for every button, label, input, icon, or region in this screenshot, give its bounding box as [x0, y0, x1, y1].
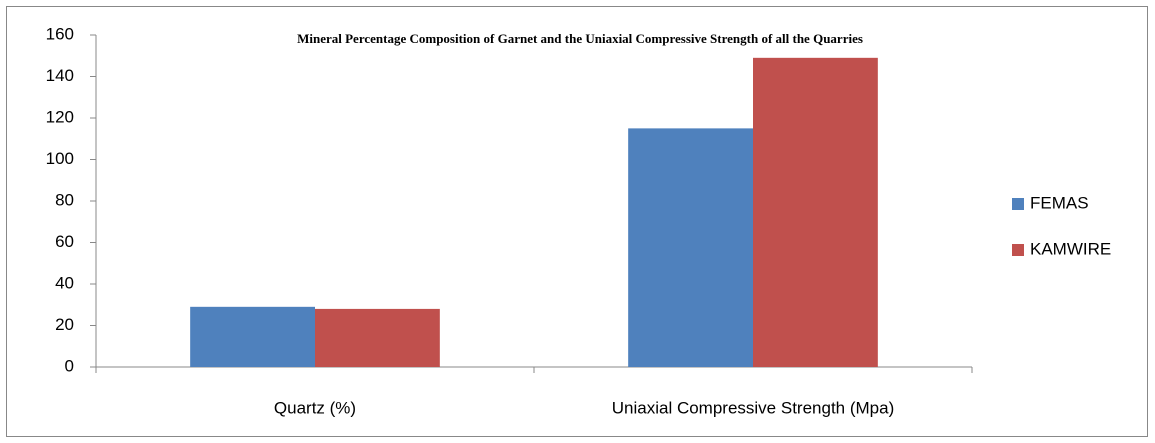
y-tick-label: 140 [46, 66, 74, 85]
legend-swatch [1012, 198, 1024, 210]
x-tick-label: Quartz (%) [274, 398, 356, 417]
bar [753, 57, 878, 367]
y-tick-label: 60 [55, 232, 74, 251]
bar [190, 306, 315, 367]
chart-title: Mineral Percentage Composition of Garnet… [297, 31, 863, 46]
legend-label: FEMAS [1030, 193, 1089, 212]
y-tick-label: 100 [46, 149, 74, 168]
x-tick-label: Uniaxial Compressive Strength (Mpa) [612, 398, 895, 417]
legend-label: KAMWIRE [1030, 239, 1111, 258]
bar [315, 308, 440, 367]
y-tick-label: 160 [46, 24, 74, 43]
bar [628, 128, 753, 367]
legend-swatch [1012, 244, 1024, 256]
chart-border [6, 6, 1148, 437]
y-tick-label: 0 [65, 356, 74, 375]
y-tick-label: 20 [55, 315, 74, 334]
y-tick-label: 80 [55, 190, 74, 209]
y-tick-label: 40 [55, 273, 74, 292]
y-tick-label: 120 [46, 107, 74, 126]
